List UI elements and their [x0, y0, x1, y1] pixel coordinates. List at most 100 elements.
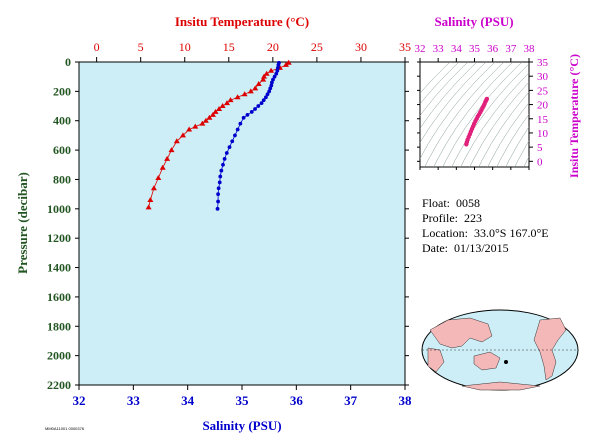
salinity-point	[267, 89, 272, 94]
footer-code: MM0A11001 0000376	[45, 426, 85, 431]
date-label: Date:	[422, 241, 448, 255]
profile-plot-area	[78, 61, 406, 386]
salinity-point	[216, 186, 221, 191]
ts-density-contour	[420, 62, 460, 105]
ts-y-axis-title: Insitu Temperature (°C)	[567, 54, 581, 178]
salinity-point	[253, 107, 257, 111]
salinity-point	[269, 80, 274, 85]
ts-density-contour	[451, 63, 529, 167]
temperature-point	[255, 81, 262, 87]
temperature-point	[202, 117, 209, 123]
salinity-point	[235, 127, 240, 132]
salinity-point	[249, 110, 254, 114]
salinity-point	[233, 133, 237, 138]
ts-salinity-tick-label: 37	[505, 43, 517, 55]
float-value: 0058	[456, 196, 481, 210]
ts-temp-tick-label: 25	[537, 85, 549, 97]
temperature-point	[263, 70, 270, 76]
ts-salinity-tick-label: 35	[469, 43, 481, 55]
salinity-tick-label: 34	[181, 393, 195, 408]
temperature-point	[186, 126, 193, 132]
salinity-point	[216, 192, 220, 197]
salinity-tick-label: 33	[127, 393, 141, 408]
salinity-point	[219, 168, 224, 173]
temperature-point	[252, 85, 259, 91]
temperature-point	[216, 105, 223, 111]
salinity-point	[265, 92, 270, 97]
pressure-tick-label: 1200	[47, 231, 71, 245]
temperature-point	[145, 204, 152, 210]
profile-label: Profile:	[422, 211, 458, 225]
temperature-tick-label: 10	[179, 40, 191, 54]
location-info-row: Location: 33.0°S 167.0°E	[422, 226, 549, 241]
temperature-point	[159, 164, 166, 170]
temperature-tick-label: 0	[94, 40, 100, 54]
salinity-point	[222, 157, 227, 161]
temperature-point	[206, 114, 213, 120]
salinity-point	[272, 74, 277, 79]
salinity-tick-label: 36	[290, 393, 304, 408]
ts-salinity-tick-label: 34	[451, 43, 463, 55]
date-value: 01/13/2015	[454, 241, 509, 255]
salinity-point	[261, 98, 266, 103]
ts-density-contour	[487, 102, 529, 167]
ts-density-contour	[505, 126, 529, 167]
temperature-point	[199, 120, 206, 126]
land-asia-australia	[429, 317, 493, 349]
pressure-tick-label: 200	[53, 84, 71, 98]
temperature-point	[155, 174, 162, 180]
temperature-point	[285, 59, 292, 65]
ts-diagram: Salinity (PSU) Insitu Temperature (°C) 3…	[415, 14, 582, 178]
salinity-point	[276, 63, 281, 67]
land-africa	[427, 347, 445, 373]
temperature-point	[212, 108, 219, 114]
ts-salinity-tick-label: 36	[487, 43, 499, 55]
pressure-tick-label: 800	[53, 172, 71, 186]
temperature-point	[168, 147, 175, 153]
ts-temp-tick-label: 30	[537, 71, 549, 83]
salinity-point	[264, 95, 268, 100]
ts-title: Salinity (PSU)	[434, 14, 513, 29]
salinity-point	[218, 174, 223, 179]
ts-temp-tick-label: 15	[537, 114, 549, 126]
salinity-tick-label: 37	[344, 393, 358, 408]
temperature-tick-label: 30	[355, 40, 367, 54]
salinity-point	[256, 104, 261, 108]
salinity-point	[230, 139, 235, 144]
temperature-tick-label: 25	[311, 40, 323, 54]
temperature-point	[173, 138, 180, 144]
float-info-row: Float: 0058	[422, 196, 480, 211]
ts-density-contour	[420, 62, 496, 160]
salinity-point	[224, 151, 229, 155]
salinity-point	[259, 101, 264, 106]
temperature-point	[283, 61, 290, 67]
ts-temp-tick-label: 10	[537, 128, 549, 140]
temperature-point	[164, 155, 171, 161]
pressure-axis-title: Pressure (decibar)	[15, 172, 30, 274]
pressure-tick-label: 2000	[47, 349, 71, 363]
top-axis-title: Insitu Temperature (°C)	[175, 14, 309, 29]
temperature-point	[219, 103, 226, 109]
land-australia	[473, 351, 501, 371]
temperature-point	[179, 132, 186, 138]
pressure-tick-label: 0	[65, 55, 71, 69]
pressure-tick-label: 1800	[47, 319, 71, 333]
temperature-point	[261, 73, 268, 79]
ts-salinity-tick-label: 33	[433, 43, 445, 55]
temperature-point	[147, 197, 154, 203]
ts-temp-tick-label: 0	[537, 156, 543, 168]
ts-temp-tick-label: 5	[537, 142, 543, 154]
temperature-point	[268, 67, 275, 73]
ts-density-contour	[420, 62, 487, 144]
salinity-tick-label: 38	[399, 393, 413, 408]
ts-density-contour	[514, 140, 529, 167]
temperature-point	[241, 91, 248, 97]
pressure-tick-label: 1400	[47, 261, 71, 275]
temperature-point	[234, 94, 241, 100]
salinity-point	[238, 121, 243, 126]
ts-density-contour	[420, 62, 469, 116]
pressure-tick-label: 1000	[47, 202, 71, 216]
ts-density-contour	[433, 62, 514, 167]
salinity-point	[275, 68, 280, 73]
